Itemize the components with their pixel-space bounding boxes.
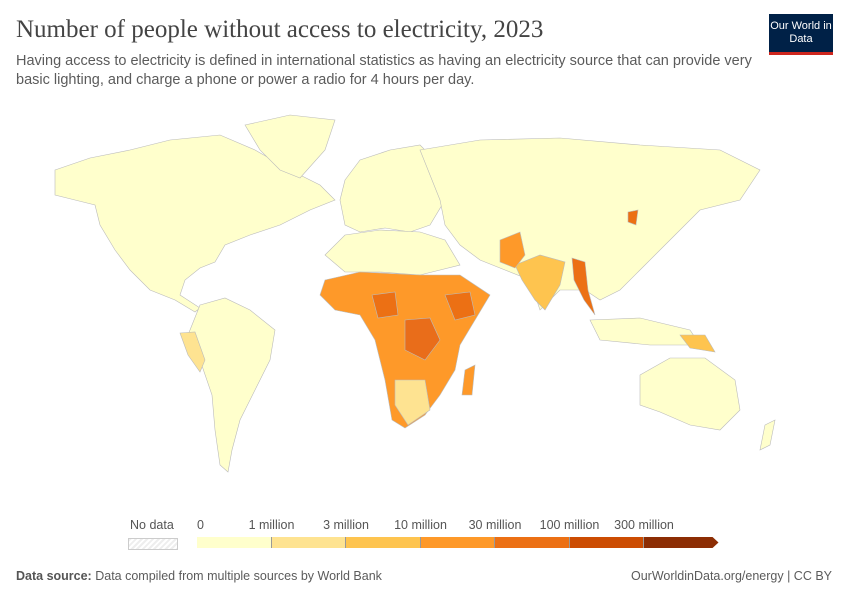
legend-no-data-label: No data (130, 518, 174, 532)
region-greenland[interactable] (244, 114, 336, 179)
legend-swatch (569, 537, 644, 548)
region-indonesia[interactable] (589, 317, 701, 346)
legend-bin-label: 3 million (323, 518, 369, 532)
region-papua-new-guinea[interactable] (679, 334, 716, 353)
legend-swatch (271, 537, 346, 548)
owid-logo[interactable]: Our World in Data (769, 14, 833, 55)
legend-swatch (420, 537, 495, 548)
region-south-asia[interactable] (514, 254, 566, 311)
footer-url[interactable]: OurWorldinData.org/energy | CC BY (630, 569, 832, 583)
region-ethiopia[interactable] (444, 291, 476, 321)
region-north-africa[interactable] (324, 229, 461, 276)
legend-bin-label: 100 million (539, 518, 600, 532)
subtitle: Having access to electricity is defined … (16, 53, 752, 88)
legend-no-data-swatch (128, 538, 178, 550)
region-australia[interactable] (639, 357, 741, 431)
region-north-korea[interactable] (627, 209, 639, 226)
legend-swatch (346, 537, 421, 548)
region-new-zealand[interactable] (759, 419, 776, 451)
region-myanmar[interactable] (571, 257, 596, 316)
region-north-america[interactable] (54, 134, 336, 313)
logo-text: Our World in Data (770, 20, 832, 45)
region-europe[interactable] (339, 144, 446, 233)
data-source: Data source: Data compiled from multiple… (16, 569, 382, 583)
legend-bin-label: 10 million (394, 518, 447, 532)
region-asia[interactable] (419, 137, 761, 311)
region-dr-congo[interactable] (404, 317, 441, 361)
legend-swatch (495, 537, 570, 548)
region-pakistan[interactable] (499, 231, 526, 269)
legend-bin-label: 1 million (248, 518, 295, 532)
region-peru[interactable] (179, 331, 206, 373)
page-title: Number of people without access to elect… (16, 16, 544, 43)
region-southern-africa[interactable] (394, 379, 431, 426)
region-nigeria[interactable] (371, 291, 399, 319)
legend-bin-label: 300 million (614, 518, 674, 532)
legend-swatch (644, 537, 719, 548)
region-madagascar[interactable] (461, 364, 476, 396)
legend-bin-label: 0 (197, 518, 204, 532)
region-south-america[interactable] (187, 297, 276, 473)
source-text: Data compiled from multiple sources by W… (95, 569, 382, 583)
legend-bin-label: 30 million (468, 518, 522, 532)
legend-swatch (197, 537, 272, 548)
source-label: Data source: (16, 569, 92, 583)
